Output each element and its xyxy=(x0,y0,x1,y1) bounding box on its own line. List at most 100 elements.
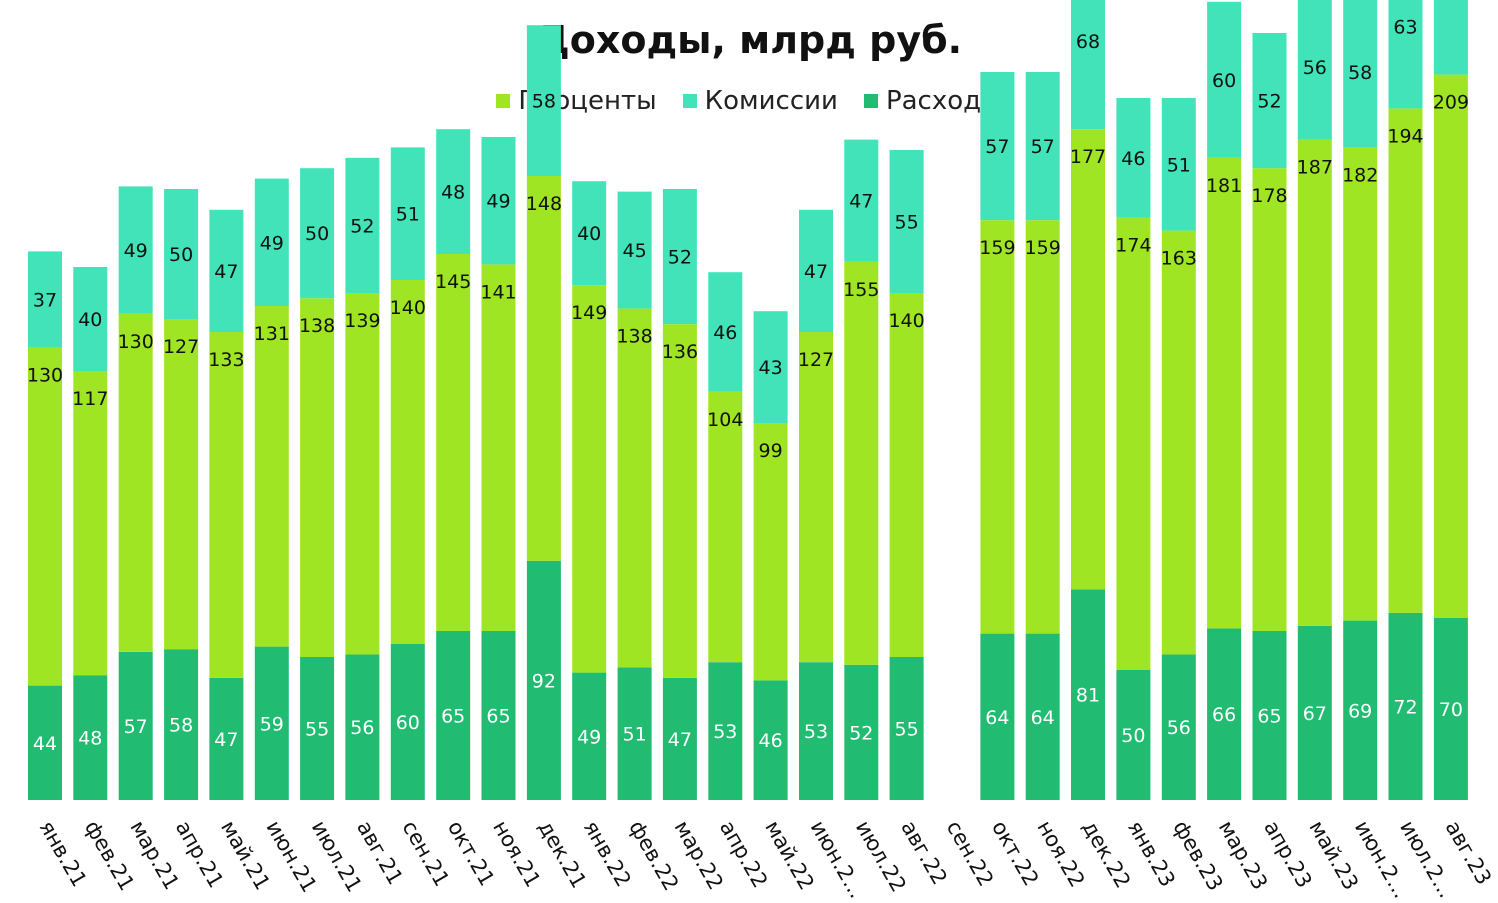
data-label-expenses-2: 57 xyxy=(124,716,148,738)
bar-percent-15 xyxy=(708,391,743,663)
bar-commission-27 xyxy=(1252,33,1287,169)
bar-expenses-9 xyxy=(436,631,471,800)
data-label-expenses-7: 56 xyxy=(350,717,374,739)
bar-percent-4 xyxy=(209,332,244,678)
bar-percent-14 xyxy=(662,324,697,678)
bar-commission-2 xyxy=(118,186,153,314)
bar-percent-21 xyxy=(980,220,1015,634)
data-label-commission-22: 57 xyxy=(1031,136,1055,158)
bar-commission-15 xyxy=(708,272,743,392)
bar-expenses-14 xyxy=(662,677,697,800)
bar-commission-29 xyxy=(1343,0,1378,148)
bar-percent-22 xyxy=(1025,220,1060,634)
legend-swatch-expenses xyxy=(863,94,878,108)
bar-expenses-31 xyxy=(1433,618,1468,800)
data-label-percent-14: 136 xyxy=(662,341,698,363)
bar-commission-21 xyxy=(980,72,1015,221)
bar-percent-17 xyxy=(799,332,833,663)
data-label-expenses-21: 64 xyxy=(985,707,1009,729)
data-label-percent-19: 140 xyxy=(888,310,924,332)
bar-percent-2 xyxy=(118,313,153,652)
bar-percent-19 xyxy=(889,293,924,657)
data-label-commission-1: 40 xyxy=(78,309,102,331)
bar-commission-9 xyxy=(436,129,471,254)
data-label-percent-3: 127 xyxy=(163,336,199,358)
bar-commission-14 xyxy=(662,189,697,325)
bar-commission-10 xyxy=(481,137,516,265)
data-label-commission-31: 64 xyxy=(1439,0,1463,3)
data-label-percent-29: 182 xyxy=(1342,164,1378,186)
data-label-expenses-15: 53 xyxy=(713,721,737,743)
bar-commission-4 xyxy=(209,209,244,332)
bar-commission-26 xyxy=(1207,1,1242,158)
data-label-expenses-1: 48 xyxy=(78,728,102,750)
data-label-percent-15: 104 xyxy=(707,409,743,431)
bar-expenses-3 xyxy=(164,649,199,800)
bar-commission-0 xyxy=(28,251,62,348)
data-label-commission-0: 37 xyxy=(33,290,57,312)
data-label-percent-30: 194 xyxy=(1387,125,1423,147)
data-label-commission-18: 47 xyxy=(849,191,873,213)
data-label-percent-27: 178 xyxy=(1251,185,1287,207)
bar-percent-13 xyxy=(617,308,652,668)
bar-expenses-23 xyxy=(1071,589,1105,800)
data-label-expenses-31: 70 xyxy=(1439,699,1463,721)
bar-percent-5 xyxy=(254,306,289,647)
data-label-expenses-28: 67 xyxy=(1303,703,1327,725)
bar-expenses-19 xyxy=(889,657,924,800)
data-label-commission-21: 57 xyxy=(985,136,1009,158)
legend-swatch-percent xyxy=(496,94,511,108)
data-label-commission-25: 51 xyxy=(1167,154,1191,176)
data-label-expenses-8: 60 xyxy=(396,712,420,734)
data-label-expenses-23: 81 xyxy=(1076,685,1100,707)
data-label-percent-7: 139 xyxy=(344,310,380,332)
data-label-expenses-10: 65 xyxy=(486,706,510,728)
bar-expenses-7 xyxy=(345,654,380,800)
data-label-percent-9: 145 xyxy=(435,271,471,293)
bar-commission-30 xyxy=(1388,0,1423,109)
data-label-commission-7: 52 xyxy=(350,215,374,237)
bar-percent-16 xyxy=(753,423,788,681)
bar-expenses-22 xyxy=(1025,633,1060,800)
bar-commission-7 xyxy=(345,157,380,293)
data-label-percent-17: 127 xyxy=(798,349,834,371)
bar-commission-5 xyxy=(254,178,289,306)
data-label-commission-6: 50 xyxy=(305,223,329,245)
bar-percent-26 xyxy=(1207,157,1242,629)
bar-percent-27 xyxy=(1252,168,1287,631)
bar-percent-8 xyxy=(390,280,425,644)
data-label-expenses-27: 65 xyxy=(1257,706,1281,728)
data-label-commission-23: 68 xyxy=(1076,31,1100,53)
data-label-percent-5: 131 xyxy=(254,323,290,345)
bar-commission-3 xyxy=(164,189,199,319)
data-label-commission-17: 47 xyxy=(804,261,828,283)
bar-commission-23 xyxy=(1071,0,1105,130)
bar-expenses-8 xyxy=(390,644,425,800)
bar-expenses-2 xyxy=(118,651,153,800)
data-label-commission-16: 43 xyxy=(759,357,783,379)
data-label-commission-26: 60 xyxy=(1212,70,1236,92)
data-label-percent-11: 148 xyxy=(526,193,562,215)
bar-expenses-11 xyxy=(526,560,561,800)
data-label-commission-3: 50 xyxy=(169,244,193,266)
bar-expenses-1 xyxy=(73,675,108,800)
data-label-percent-16: 99 xyxy=(759,440,783,462)
data-label-expenses-0: 44 xyxy=(33,733,57,755)
data-label-expenses-13: 51 xyxy=(623,724,647,746)
bar-expenses-6 xyxy=(300,657,335,800)
data-label-expenses-9: 65 xyxy=(441,706,465,728)
data-label-percent-13: 138 xyxy=(616,326,652,348)
data-label-commission-12: 40 xyxy=(577,223,601,245)
data-label-percent-23: 177 xyxy=(1070,146,1106,168)
bar-percent-0 xyxy=(28,347,62,686)
bar-percent-25 xyxy=(1161,230,1196,655)
data-label-commission-27: 52 xyxy=(1257,91,1281,113)
bar-commission-24 xyxy=(1116,98,1151,218)
data-label-percent-18: 155 xyxy=(843,279,879,301)
bar-commission-6 xyxy=(300,168,335,299)
data-label-expenses-19: 55 xyxy=(895,719,919,741)
data-label-percent-12: 149 xyxy=(571,302,607,324)
data-label-expenses-26: 66 xyxy=(1212,704,1236,726)
data-label-commission-24: 46 xyxy=(1121,148,1145,170)
bar-percent-3 xyxy=(164,319,199,650)
